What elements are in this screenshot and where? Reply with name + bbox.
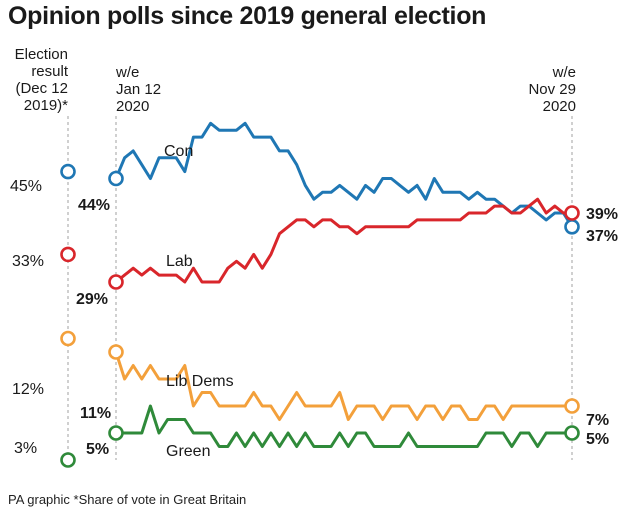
end-date-header: w/e Nov 29 2020	[500, 64, 576, 115]
lab-series-label: Lab	[166, 253, 193, 270]
election-header-line: (Dec 12	[15, 80, 68, 97]
lib-dems-start-marker	[108, 344, 124, 360]
lab-end-label: 39%	[586, 206, 618, 223]
lab-start-marker	[108, 274, 124, 290]
end-header-line: w/e	[552, 64, 576, 81]
green-end-marker	[564, 425, 580, 441]
start-header-line: w/e	[116, 64, 140, 81]
footer-source: PA graphic	[8, 492, 70, 507]
con-start-marker	[108, 170, 124, 187]
election-header-line: Election	[14, 46, 68, 63]
green-start-marker	[108, 425, 124, 441]
lib-dems-end-label: 7%	[586, 412, 609, 429]
lib-dems-start-label: 11%	[80, 405, 111, 422]
start-header-line: Jan 12	[116, 81, 162, 98]
con-election-label: 45%	[10, 178, 42, 195]
con-end-marker	[564, 219, 580, 235]
election-header-line: 2019)*	[23, 97, 68, 114]
con-end-label: 37%	[586, 228, 618, 245]
end-header-line: 2020	[542, 98, 576, 115]
green-end-label: 5%	[586, 431, 609, 448]
green-start-label: 5%	[86, 441, 109, 458]
green-election-label: 3%	[14, 440, 37, 457]
con-start-label: 44%	[78, 197, 110, 214]
con-line	[114, 121, 574, 229]
lib-dems-series-label: Lib Dems	[166, 373, 234, 390]
lib-dems-election-label: 12%	[12, 381, 44, 398]
con-series-label: Con	[164, 143, 193, 160]
lab-election-marker	[60, 246, 76, 263]
lib-dems-line	[114, 350, 574, 421]
chart-title: Opinion polls since 2019 general electio…	[8, 2, 487, 30]
lib-dems-election-marker	[60, 330, 76, 347]
green-series-label: Green	[166, 443, 210, 460]
election-header-line: result	[31, 63, 68, 80]
footer: PA graphic *Share of vote in Great Brita…	[8, 492, 246, 507]
lib-dems-end-marker	[564, 398, 580, 414]
lab-election-label: 33%	[12, 253, 44, 270]
green-line	[114, 404, 574, 448]
election-result-header: Election result (Dec 12 2019)*	[6, 46, 68, 114]
green-election-marker	[60, 452, 76, 468]
end-header-line: Nov 29	[528, 81, 576, 98]
con-election-marker	[60, 163, 76, 180]
lab-start-label: 29%	[76, 291, 108, 308]
start-date-header: w/e Jan 12 2020	[116, 64, 161, 115]
lab-line	[114, 197, 574, 284]
start-header-line: 2020	[116, 98, 150, 115]
footer-note: *Share of vote in Great Britain	[73, 492, 247, 507]
lab-end-marker	[564, 205, 580, 221]
